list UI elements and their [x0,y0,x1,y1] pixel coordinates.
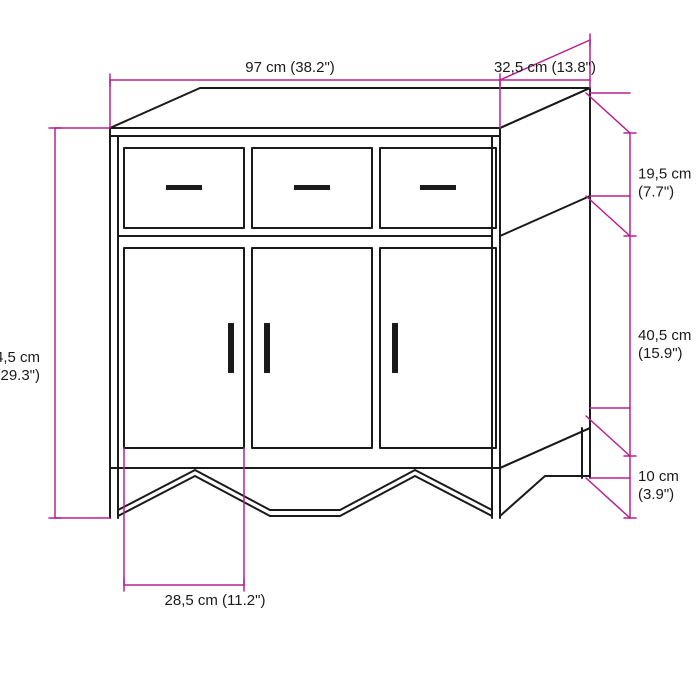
drawer-handle-1 [166,185,202,190]
dim-label-width_top: 97 cm (38.2") [245,59,335,76]
svg-text:(7.7"): (7.7") [638,184,674,201]
svg-text:(3.9"): (3.9") [638,486,674,503]
dim-label-height-left: 74,5 cm [0,349,40,366]
dim-label-panel_w_bottom: 28,5 cm (11.2") [165,592,266,609]
base-skid-right [340,476,492,516]
drawer-handle-2 [294,185,330,190]
door-handle-3 [392,323,398,373]
door-handle-1 [228,323,234,373]
door-1 [124,248,244,448]
svg-text:(15.9"): (15.9") [638,345,683,362]
svg-text:(29.3"): (29.3") [0,367,40,384]
dim-label-drawer_h_right: 19,5 cm [638,166,691,183]
cabinet-top [110,88,590,128]
cabinet-side [500,88,590,468]
dim-label-base_h_right: 10 cm [638,468,679,485]
cabinet-front [110,128,500,468]
door-handle-2 [264,323,270,373]
dim-label-door_h_right: 40,5 cm [638,327,691,344]
dim-label-depth_top: 32,5 cm (13.8") [494,59,596,76]
drawer-handle-3 [420,185,456,190]
base-skid-left [118,476,270,516]
